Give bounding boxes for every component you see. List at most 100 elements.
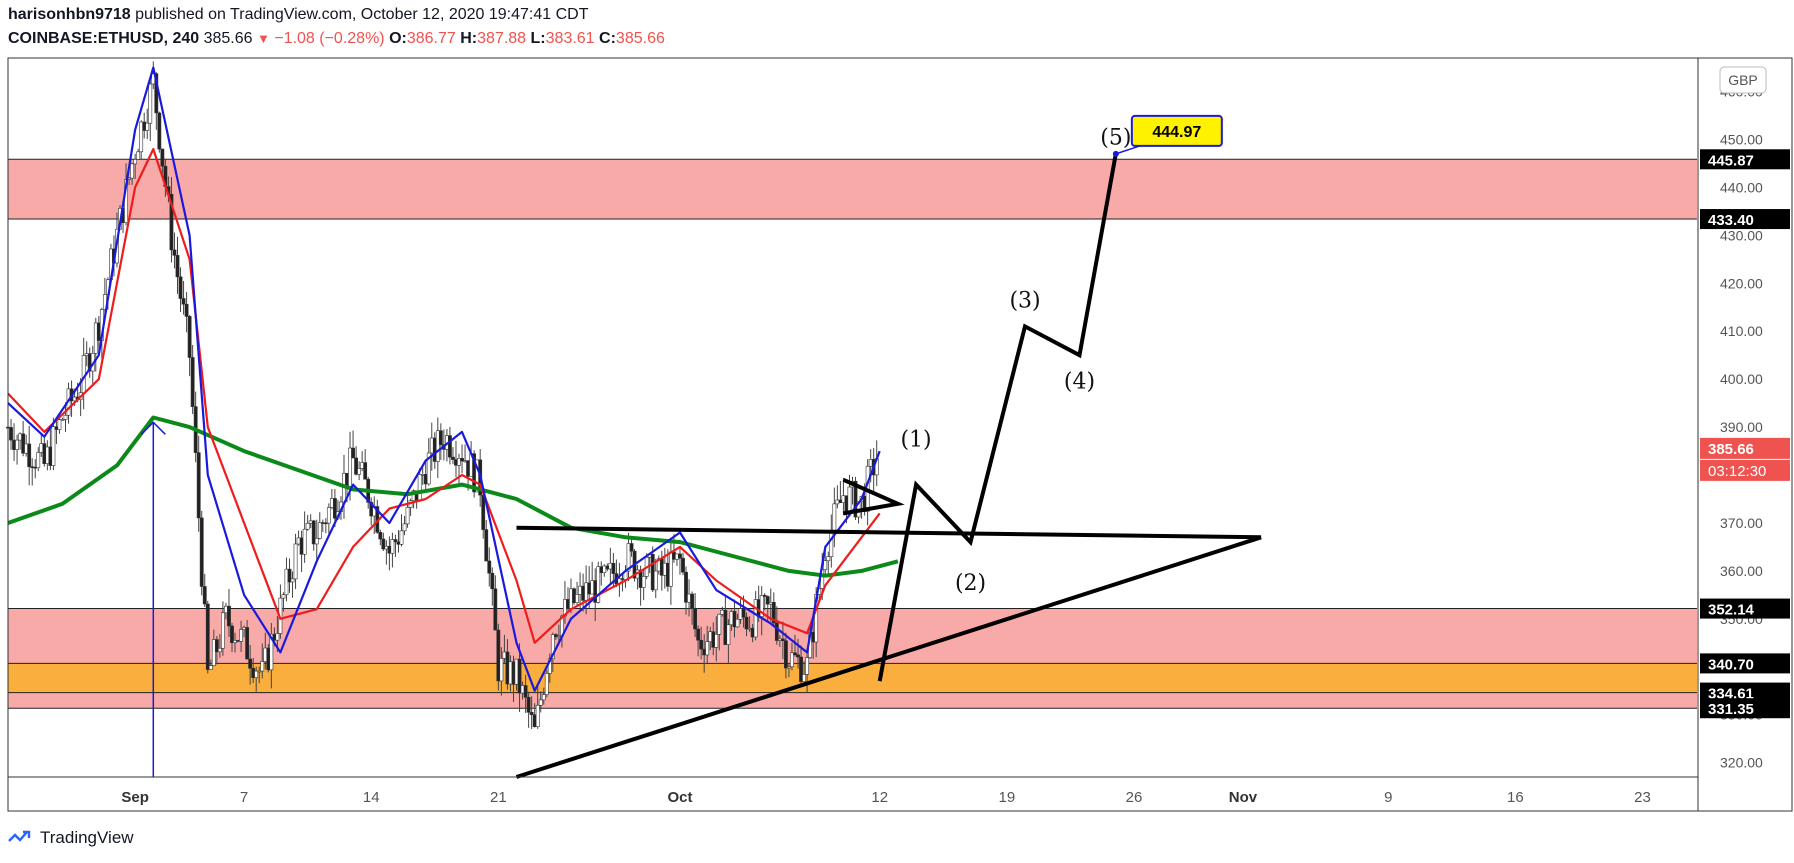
- candle-up: [284, 568, 289, 596]
- candle-down: [354, 457, 358, 475]
- candle-up: [687, 593, 691, 603]
- moving-average-line: [7, 148, 881, 644]
- candle-down: [454, 459, 458, 466]
- candle-down: [48, 446, 53, 466]
- candle-up: [133, 159, 138, 165]
- candle-down: [599, 566, 604, 574]
- candle-up: [390, 539, 395, 554]
- candle-up: [847, 486, 852, 513]
- low-label: L:: [530, 30, 546, 47]
- candle-down: [723, 609, 728, 645]
- candle-down: [780, 638, 785, 641]
- time-tick-label: 26: [1126, 789, 1143, 806]
- candle-down: [659, 558, 664, 576]
- candle-down: [774, 622, 779, 641]
- candle-down: [266, 647, 271, 671]
- candle-down: [199, 517, 204, 587]
- time-tick-label: 7: [240, 789, 248, 806]
- candle-down: [696, 628, 701, 641]
- open-label: O:: [389, 30, 407, 47]
- chart-frame: [7, 57, 1793, 812]
- moving-average-line: [7, 415, 899, 578]
- candle-up: [329, 498, 334, 508]
- candle-up: [93, 322, 98, 354]
- level-price-tag: [1700, 598, 1790, 619]
- candle-down: [681, 557, 685, 573]
- candle-up: [729, 611, 734, 626]
- wave-label: (4): [1064, 370, 1095, 395]
- candle-down: [157, 112, 162, 150]
- time-tick-label: 9: [1384, 789, 1392, 806]
- wave-label: (5): [1100, 125, 1131, 150]
- down-triangle-icon: ▼: [257, 31, 270, 46]
- tradingview-logo[interactable]: TradingView: [8, 828, 134, 848]
- candle-down: [251, 667, 256, 678]
- candle-up: [541, 694, 546, 701]
- candle-up: [514, 658, 519, 685]
- candle-down: [299, 537, 304, 555]
- candle-down: [587, 582, 592, 595]
- candle-up: [738, 608, 743, 620]
- candle-up: [384, 545, 389, 550]
- candle-down: [811, 631, 816, 643]
- candle-up: [805, 657, 809, 675]
- candle-up: [569, 588, 573, 609]
- moving-average-line: [7, 66, 881, 692]
- target-callout: [1130, 114, 1223, 147]
- candle-down: [838, 499, 843, 503]
- candle-down: [532, 714, 537, 728]
- candle-down: [796, 654, 800, 658]
- candle-up: [826, 556, 831, 562]
- candle-down: [236, 640, 240, 642]
- author-name[interactable]: harisonhbn9718: [8, 6, 131, 23]
- candle-up: [402, 523, 407, 532]
- candle-down: [484, 529, 489, 562]
- candle-up: [420, 474, 425, 476]
- candle-up: [550, 634, 555, 660]
- candle-up: [556, 635, 561, 638]
- candle-down: [169, 193, 174, 251]
- candle-up: [130, 163, 135, 179]
- candle-up: [714, 634, 719, 648]
- candle-down: [505, 651, 510, 685]
- candle-down: [744, 616, 749, 630]
- candle-down: [230, 625, 234, 644]
- target-point: [1112, 150, 1119, 157]
- level-price-tag: [1700, 149, 1790, 170]
- candle-down: [181, 298, 186, 305]
- candle-up: [544, 673, 549, 695]
- candle-up: [626, 543, 631, 572]
- candle-up: [36, 452, 41, 469]
- candle-up: [675, 553, 679, 560]
- candle-down: [566, 599, 570, 609]
- brand-label: TradingView: [40, 828, 134, 847]
- wave-label: (3): [1009, 288, 1040, 313]
- candle-up: [499, 658, 504, 682]
- candle-up: [326, 507, 331, 524]
- symbol-label[interactable]: COINBASE:ETHUSD, 240: [8, 30, 200, 47]
- candle-up: [348, 447, 352, 487]
- countdown-tag: [1700, 459, 1790, 481]
- candle-up: [39, 443, 44, 453]
- candle-up: [802, 674, 806, 682]
- trend-line: [516, 525, 1262, 540]
- level-price-label: 445.87: [1708, 152, 1754, 169]
- candle-down: [12, 439, 16, 450]
- candle-down: [96, 322, 101, 341]
- candle-up: [662, 562, 667, 576]
- candle-up: [57, 419, 62, 430]
- time-tick-label: Oct: [667, 789, 692, 806]
- candle-down: [466, 460, 470, 477]
- candle-down: [732, 611, 737, 628]
- candle-down: [690, 593, 694, 609]
- candle-down: [665, 562, 670, 587]
- candle-up: [720, 609, 725, 615]
- candle-up: [360, 462, 365, 469]
- price-tick-label: 400.00: [1720, 371, 1763, 387]
- candle-down: [517, 658, 522, 694]
- candle-down: [529, 712, 534, 715]
- trend-line: [842, 477, 905, 516]
- candle-down: [396, 541, 401, 545]
- candle-up: [221, 612, 225, 649]
